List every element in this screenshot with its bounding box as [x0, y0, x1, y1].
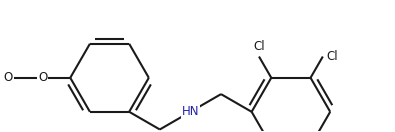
Text: O: O — [38, 71, 47, 84]
Text: HN: HN — [182, 105, 199, 118]
Text: Cl: Cl — [253, 40, 265, 53]
Text: O: O — [3, 71, 12, 84]
Text: Cl: Cl — [327, 50, 339, 63]
